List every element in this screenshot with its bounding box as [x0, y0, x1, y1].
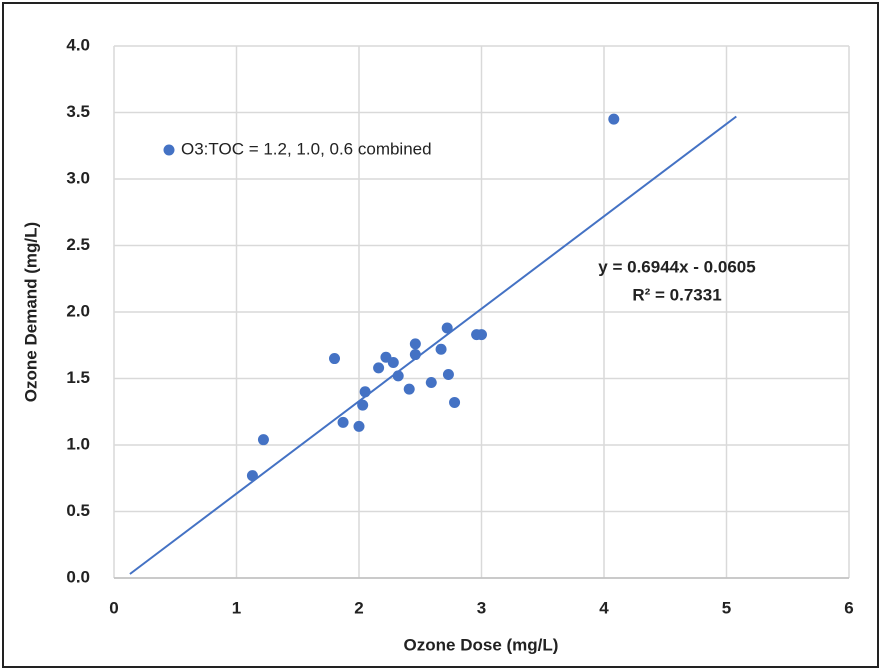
x-tick-label: 6 [844, 598, 853, 617]
scatter-point [359, 386, 371, 398]
scatter-point [409, 349, 421, 361]
y-tick-label: 4.0 [66, 35, 90, 54]
scatter-point [246, 470, 258, 482]
scatter-point [392, 370, 404, 382]
scatter-point [449, 396, 461, 408]
y-axis-title: Ozone Demand (mg/L) [21, 222, 40, 402]
x-tick-label: 4 [599, 598, 609, 617]
legend-label: O3:TOC = 1.2, 1.0, 0.6 combined [181, 139, 432, 158]
x-axis-title: Ozone Dose (mg/L) [404, 635, 559, 654]
scatter-point [357, 399, 369, 411]
scatter-point [435, 343, 447, 355]
x-tick-label: 0 [109, 598, 118, 617]
y-tick-label: 1.5 [66, 368, 90, 387]
x-tick-label: 1 [232, 598, 241, 617]
trendline [129, 115, 737, 575]
x-tick-label: 5 [722, 598, 731, 617]
scatter-point [387, 357, 399, 369]
scatter-point [425, 376, 437, 388]
y-tick-label: 2.0 [66, 301, 90, 320]
scatter-point [373, 362, 385, 374]
scatter-point [608, 113, 620, 125]
y-tick-label: 3.5 [66, 102, 90, 121]
y-tick-label: 2.5 [66, 235, 90, 254]
scatter-point [476, 329, 487, 341]
scatter-point [257, 434, 269, 446]
trendline-equation: y = 0.6944x - 0.0605 [598, 257, 755, 276]
x-tick-label: 2 [354, 598, 363, 617]
y-tick-label: 1.0 [66, 434, 90, 453]
y-tick-label: 0.0 [66, 567, 90, 586]
trendline-r2: R² = 0.7331 [632, 285, 721, 304]
scatter-point [337, 416, 349, 428]
scatter-point [441, 322, 453, 334]
scatter-point [403, 383, 415, 395]
scatter-point [329, 353, 340, 365]
y-tick-label: 0.5 [66, 501, 90, 520]
scatter-point [409, 338, 421, 350]
scatter-point [353, 420, 365, 432]
y-tick-label: 3.0 [66, 168, 90, 187]
x-tick-label: 3 [477, 598, 486, 617]
legend-marker [163, 144, 175, 156]
scatter-point [442, 369, 454, 381]
